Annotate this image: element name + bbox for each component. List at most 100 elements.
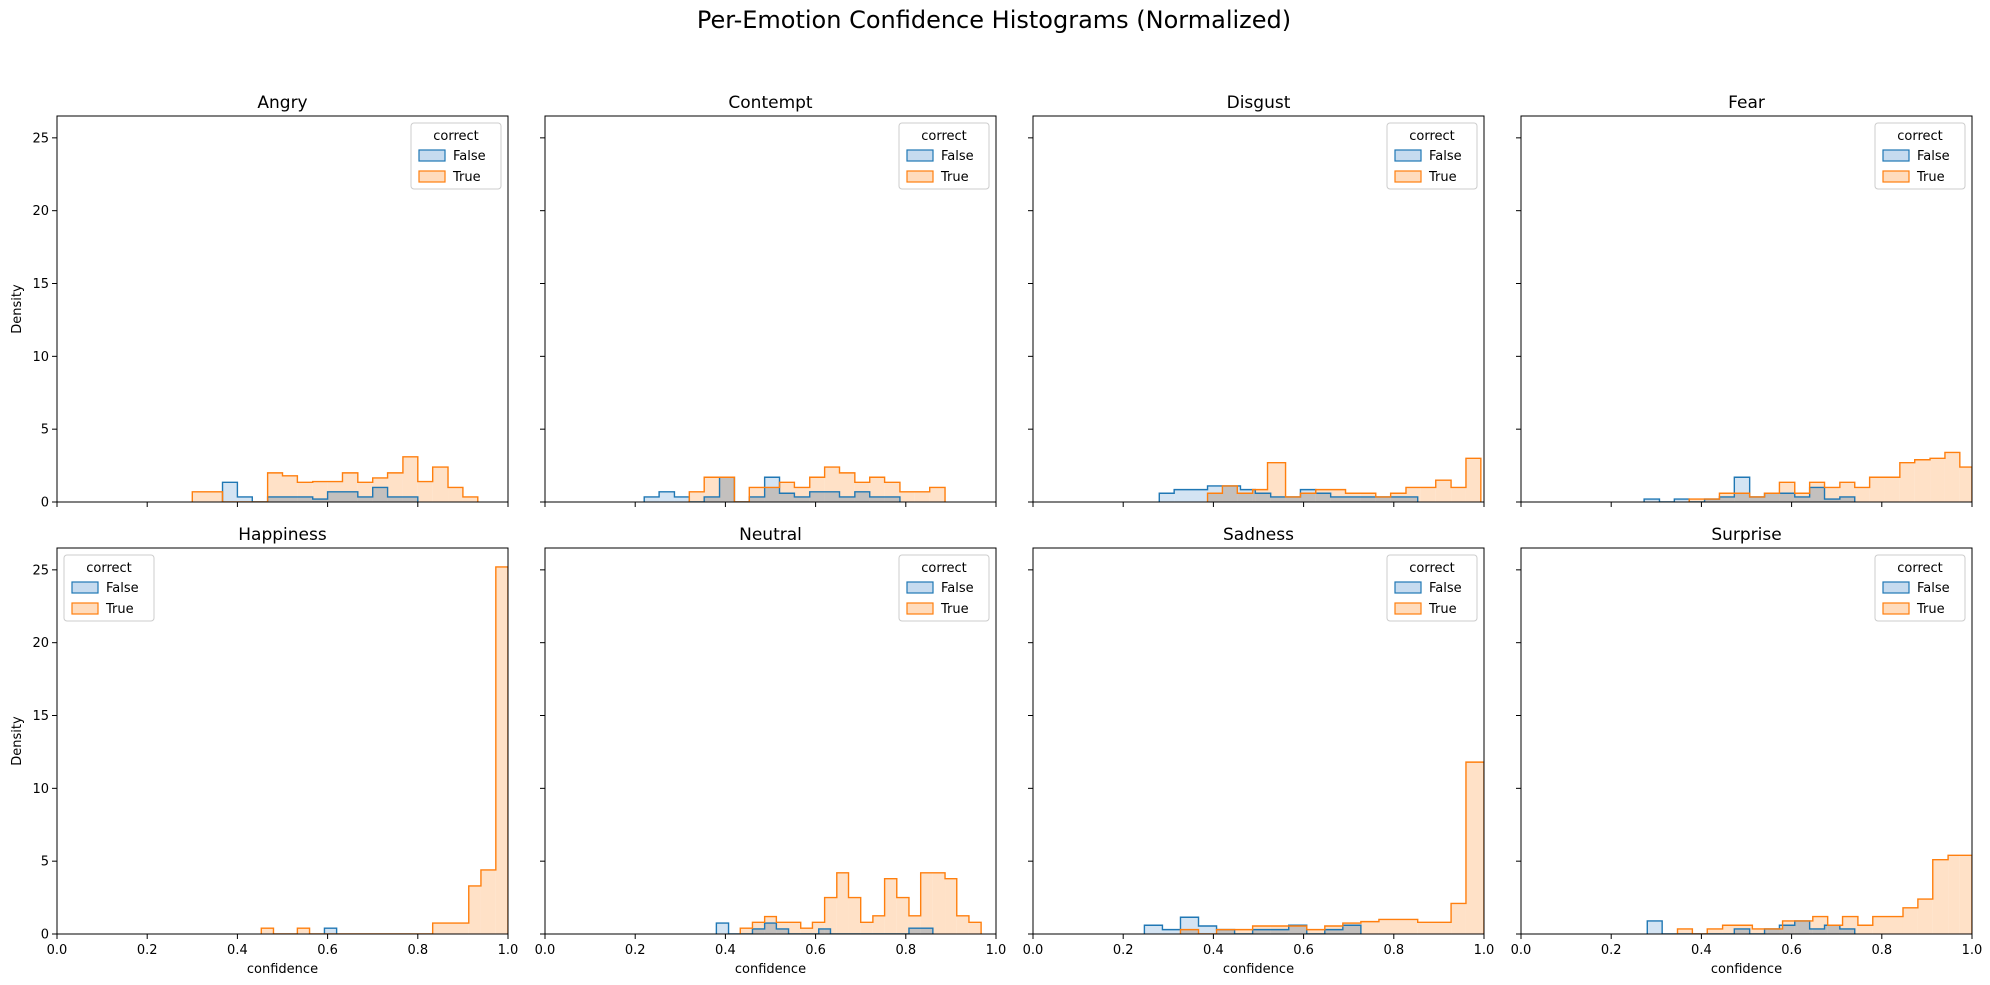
plot-area — [1158, 457, 1482, 502]
hist-bar-true — [1689, 499, 1705, 502]
hist-bar-true — [495, 566, 508, 934]
hist-overlap — [1734, 928, 1750, 934]
x-tick-label: 0.4 — [1691, 943, 1712, 958]
hist-bar-false — [1647, 920, 1663, 934]
axes-frame — [1032, 547, 1485, 935]
hist-overlap — [1180, 929, 1199, 934]
axes-frame — [56, 115, 509, 503]
x-tick-label: 0.6 — [805, 943, 826, 958]
legend-label: False — [941, 581, 974, 596]
hist-overlap — [1839, 496, 1855, 502]
legend-swatch-true — [906, 170, 934, 183]
hist-bar-true — [860, 922, 873, 934]
legend-swatch-true — [1394, 170, 1422, 183]
x-tick-label: 0.2 — [137, 943, 158, 958]
hist-overlap — [1390, 496, 1406, 502]
legend-label: True — [940, 602, 969, 617]
hist-bar-true — [1932, 859, 1949, 934]
axes-frame — [1520, 547, 1973, 935]
hist-bar-true — [920, 872, 933, 934]
plot-area — [191, 456, 479, 502]
legend-swatch-false — [1394, 581, 1422, 594]
hist-bar-true — [1884, 477, 1900, 502]
hist-bar-true — [1378, 919, 1418, 934]
hist-overlap — [1839, 928, 1843, 934]
panel-title: Happiness — [238, 525, 327, 545]
hist-overlap — [402, 496, 418, 502]
hist-bar-false — [237, 496, 253, 502]
hist-bar-false — [1644, 499, 1660, 502]
legend-title: correct — [1897, 561, 1943, 576]
hist-overlap — [1285, 496, 1301, 502]
hist-outline-false — [1158, 485, 1419, 502]
y-tick-label: 5 — [41, 855, 49, 870]
plot-area — [715, 872, 982, 934]
hist-overlap — [839, 496, 855, 502]
hist-overlap — [824, 491, 840, 502]
x-tick-label: 0.2 — [1113, 943, 1134, 958]
hist-overlap — [920, 928, 933, 934]
hist-bar-true — [800, 928, 813, 934]
hist-bar-true — [704, 477, 720, 502]
hist-bar-true — [1234, 929, 1253, 934]
hist-bar-true — [776, 922, 789, 934]
hist-bar-true — [468, 885, 481, 934]
axes-frame — [56, 547, 509, 935]
legend-swatch-false — [1882, 581, 1910, 594]
hist-bar-true — [312, 481, 328, 502]
x-tick-label: 0.2 — [625, 943, 646, 958]
y-tick-label: 20 — [32, 204, 49, 219]
legend-title: correct — [921, 561, 967, 576]
histogram-panel: Contempt correct False True — [540, 93, 997, 507]
hist-overlap — [1842, 928, 1855, 934]
hist-bar-true — [740, 928, 753, 934]
hist-bar-true — [432, 923, 469, 934]
panel-title: Neutral — [739, 525, 802, 545]
hist-bar-true — [417, 481, 433, 502]
x-tick-label: 0.8 — [407, 943, 428, 958]
x-axis-label: confidence — [1223, 962, 1294, 977]
hist-bar-true — [1306, 929, 1325, 934]
legend-swatch-true — [906, 602, 934, 615]
hist-outline-true — [688, 466, 946, 502]
hist-overlap — [1360, 496, 1376, 502]
legend: correct False True — [898, 122, 990, 190]
legend-swatch-false — [1394, 149, 1422, 162]
hist-bar-true — [968, 922, 982, 934]
legend-label: False — [453, 149, 486, 164]
hist-bar-true — [387, 472, 403, 502]
x-tick-label: 0.4 — [1203, 943, 1224, 958]
hist-bar-false — [1159, 493, 1175, 502]
hist-bar-false — [1162, 929, 1181, 934]
hist-bar-true — [1930, 458, 1945, 502]
hist-overlap — [312, 499, 328, 502]
x-tick-label: 0.0 — [535, 943, 556, 958]
hist-outline-true — [1688, 451, 1972, 502]
hist-bar-true — [1707, 928, 1723, 934]
hist-overlap — [1216, 929, 1235, 934]
hist-bar-true — [839, 472, 855, 502]
hist-overlap — [824, 928, 831, 934]
hist-overlap — [1704, 499, 1720, 502]
hist-overlap — [1375, 496, 1391, 502]
y-axis-label: Density — [10, 284, 25, 334]
hist-overlap — [1782, 925, 1795, 934]
hist-outline-false — [715, 922, 934, 934]
histogram-panel: Angry 0 5 10 15 20 25 Density correct False True — [10, 93, 509, 511]
axes-frame — [544, 115, 997, 503]
hist-outline-false — [221, 481, 419, 502]
hist-overlap — [357, 496, 373, 502]
legend: correct False True — [1386, 554, 1478, 622]
hist-bar-true — [752, 922, 765, 934]
hist-overlap — [809, 491, 825, 502]
histogram-panel: Neutral 0.0 0.2 0.4 0.6 0.8 1.0 confidence corre… — [535, 525, 1007, 977]
hist-overlap — [794, 496, 810, 502]
hist-overlap — [908, 928, 921, 934]
hist-bar-true — [1899, 462, 1915, 502]
y-tick-label: 10 — [32, 782, 49, 797]
x-axis-label: confidence — [247, 962, 318, 977]
hist-bar-true — [956, 915, 969, 934]
legend-title: correct — [921, 129, 967, 144]
legend: correct False True — [63, 554, 155, 622]
